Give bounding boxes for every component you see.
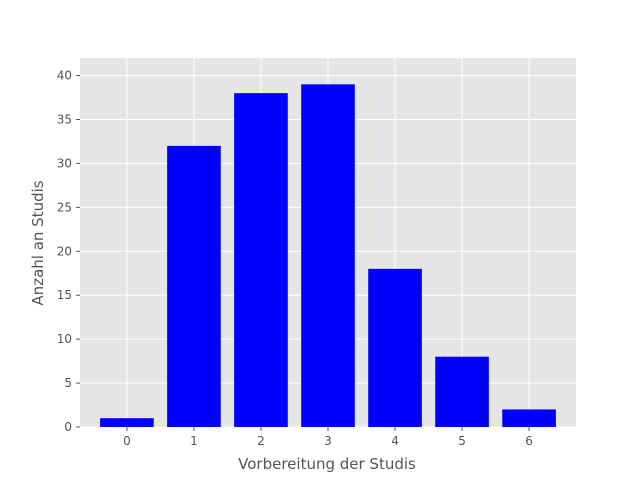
y-axis-label: Anzahl an Studis bbox=[29, 180, 47, 305]
bar bbox=[100, 418, 154, 427]
y-tick-label: 20 bbox=[57, 244, 72, 258]
bars bbox=[100, 84, 556, 428]
bar bbox=[435, 356, 489, 427]
y-tick-label: 10 bbox=[57, 332, 72, 346]
x-tick-label: 6 bbox=[525, 434, 533, 448]
bar bbox=[368, 268, 422, 427]
bar bbox=[502, 409, 556, 427]
x-axis-label: Vorbereitung der Studis bbox=[238, 455, 416, 473]
bar bbox=[301, 84, 355, 427]
x-tick-label: 1 bbox=[190, 434, 198, 448]
y-tick-label: 15 bbox=[57, 288, 72, 302]
bar bbox=[234, 93, 288, 428]
x-tick-label: 0 bbox=[123, 434, 131, 448]
y-tick-label: 0 bbox=[64, 420, 72, 434]
x-tick-label: 4 bbox=[391, 434, 399, 448]
y-tick-label: 30 bbox=[57, 156, 72, 170]
axis-ticks: 0 5 10 15 20 25 30 35 40 0 1 2 3 4 5 6 bbox=[57, 69, 533, 448]
x-tick-label: 2 bbox=[257, 434, 265, 448]
x-tick-label: 3 bbox=[324, 434, 332, 448]
x-tick-label: 5 bbox=[458, 434, 466, 448]
y-tick-label: 5 bbox=[64, 376, 72, 390]
y-tick-label: 25 bbox=[57, 200, 72, 214]
y-tick-label: 35 bbox=[57, 113, 72, 127]
y-tick-label: 40 bbox=[57, 69, 72, 83]
bar bbox=[167, 145, 221, 427]
